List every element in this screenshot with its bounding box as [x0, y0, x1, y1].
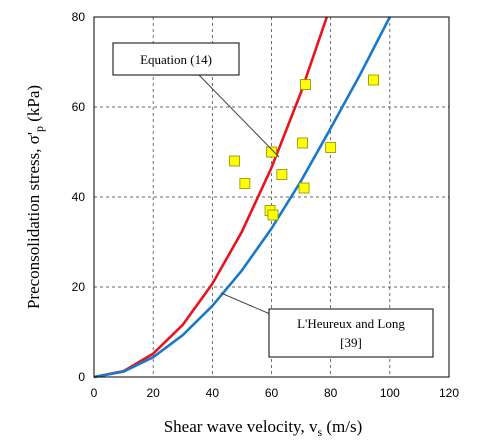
callout-equation-label: Equation (14)	[140, 52, 212, 67]
plot-frame	[93, 16, 450, 378]
y-tick-label: 0	[78, 370, 85, 384]
callout-lheureux-leader	[220, 292, 271, 315]
callout-equation-box	[112, 42, 240, 76]
callout-lheureux-ref: [39]	[340, 335, 362, 350]
data-point	[229, 155, 240, 167]
data-point	[267, 209, 279, 221]
y-axis-title: Preconsolidation stress, σ'p (kPa)	[24, 85, 46, 309]
x-axis-title-subscript: s	[317, 425, 322, 439]
y-axis-title-unit: (kPa)	[24, 85, 43, 126]
x-axis-title-unit: (m/s)	[322, 417, 362, 436]
y-tick-labels: 0 20 40 60 80	[72, 10, 86, 384]
x-tick-labels: 0 20 40 60 80 100 120	[91, 386, 460, 400]
x-axis-title: Shear wave velocity, vs (m/s)	[164, 417, 363, 439]
grid-lines	[94, 17, 449, 377]
lheureux-long-curve	[93, 16, 391, 379]
x-tick-label: 40	[206, 386, 220, 400]
equation-14-curve	[93, 16, 329, 379]
data-point	[368, 74, 379, 86]
x-tick-label: 20	[146, 386, 160, 400]
x-tick-label: 120	[439, 386, 459, 400]
y-tick-label: 80	[72, 10, 86, 24]
x-tick-label: 80	[324, 386, 338, 400]
y-tick-label: 60	[72, 100, 86, 114]
data-point	[276, 169, 288, 180]
curves	[93, 16, 391, 379]
x-tick-label: 100	[380, 386, 400, 400]
y-tick-label: 20	[72, 280, 86, 294]
data-point	[298, 182, 310, 194]
data-point	[300, 79, 311, 90]
data-points	[229, 74, 379, 221]
x-tick-label: 60	[265, 386, 279, 400]
data-point	[325, 142, 337, 153]
x-axis-title-main: Shear wave velocity, v	[164, 417, 318, 436]
callout-equation-leader	[197, 73, 280, 158]
data-point	[266, 146, 277, 158]
callout-lheureux-box	[268, 308, 434, 358]
callout-lheureux: L'Heureux and Long [39]	[220, 292, 434, 358]
y-tick-label: 40	[72, 190, 86, 204]
callout-equation: Equation (14)	[112, 42, 280, 158]
y-axis-title-main: Preconsolidation stress, σ'	[24, 132, 43, 309]
callout-lheureux-label: L'Heureux and Long	[297, 316, 405, 331]
y-axis-title-subscript: p	[32, 126, 46, 132]
data-point	[239, 178, 251, 189]
x-tick-label: 0	[91, 386, 98, 400]
data-point	[297, 137, 308, 149]
